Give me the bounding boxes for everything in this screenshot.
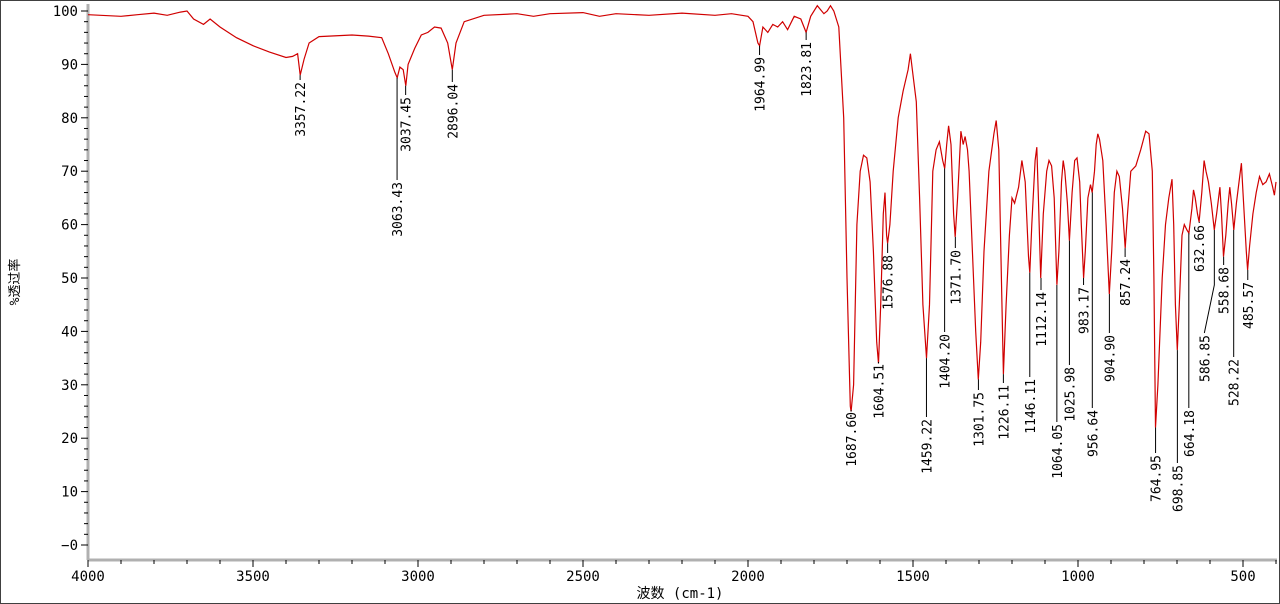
y-tick-label: 90	[61, 57, 78, 73]
peak-label: 632.66	[1193, 225, 1208, 272]
peak-label: 764.95	[1150, 455, 1165, 502]
y-tick-label: 70	[61, 164, 78, 180]
x-tick-label: 3000	[401, 569, 435, 585]
peak-annotation: 1604.51	[873, 362, 888, 419]
peak-annotation: 1146.11	[1024, 272, 1039, 434]
peak-annotation: 764.95	[1150, 427, 1165, 502]
peak-annotation: 1301.75	[972, 379, 987, 447]
y-tick-label: 20	[61, 431, 78, 447]
peak-annotation: 698.85	[1171, 350, 1186, 512]
peak-label: 1823.81	[800, 42, 815, 97]
peak-label: 1226.11	[997, 385, 1012, 440]
spectrum-line	[87, 4, 1277, 428]
x-tick-label: 500	[1230, 569, 1255, 585]
peak-label: 1064.05	[1051, 424, 1066, 479]
peak-annotation: 983.17	[1078, 278, 1093, 334]
peak-annotations: 3357.22 3063.43 3037.45 2896.04 1964.99 1823.…	[294, 32, 1257, 512]
peak-label: 3037.45	[400, 97, 415, 152]
peak-label: 2896.04	[446, 84, 461, 139]
peak-label: 558.68	[1218, 267, 1233, 314]
peak-label: 1459.22	[920, 419, 935, 474]
peak-annotation: 632.66	[1193, 221, 1208, 272]
y-axis-label: %透过率	[7, 259, 23, 306]
y-tick-label: 100	[53, 4, 78, 20]
peak-annotation: 3357.22	[294, 75, 309, 137]
peak-label: 1604.51	[873, 364, 888, 419]
peak-label: 586.85	[1198, 335, 1213, 382]
peak-annotation: 1823.81	[800, 32, 815, 97]
x-tick-label: 4000	[71, 569, 105, 585]
peak-label: 485.57	[1242, 282, 1257, 329]
peak-annotation: 558.68	[1218, 256, 1233, 314]
x-tick-label: 1000	[1061, 569, 1095, 585]
peak-annotation: 956.64	[1086, 192, 1101, 457]
peak-label: 698.85	[1171, 465, 1186, 512]
ticks: 100 90 80 70 60 50 40 30 20 10 −0 4000 3500 3000 2500 2…	[53, 4, 1277, 585]
x-tick-label: 2000	[731, 569, 765, 585]
peak-annotation: 528.22	[1228, 229, 1243, 406]
peak-label: 1146.11	[1024, 379, 1039, 434]
peak-annotation: 1112.14	[1035, 278, 1050, 347]
peak-annotation: 485.57	[1242, 269, 1257, 329]
peak-label: 857.24	[1119, 259, 1134, 306]
peak-annotation: 904.90	[1103, 294, 1118, 382]
peak-label: 1964.99	[754, 57, 769, 112]
peak-label: 1301.75	[972, 392, 987, 447]
peak-leader-line	[1203, 229, 1215, 334]
peak-label: 904.90	[1103, 335, 1118, 382]
peak-annotation: 1025.98	[1063, 240, 1078, 422]
peak-annotation: 664.18	[1183, 233, 1198, 457]
x-tick-label: 2500	[566, 569, 600, 585]
peak-label: 1371.70	[949, 250, 964, 305]
peak-label: 1404.20	[939, 334, 954, 389]
peak-annotation: 1576.88	[882, 243, 897, 310]
peak-label: 3357.22	[294, 82, 309, 137]
x-tick-label: 3500	[236, 569, 270, 585]
peak-annotation: 1404.20	[939, 168, 954, 389]
peak-annotation: 1064.05	[1051, 284, 1066, 479]
peak-annotation: 1371.70	[949, 236, 964, 305]
axes	[86, 4, 1277, 562]
x-tick-label: 1500	[896, 569, 930, 585]
y-tick-label: 30	[61, 378, 78, 394]
peak-annotation: 3063.43	[391, 77, 406, 237]
peak-annotation: 857.24	[1119, 248, 1134, 306]
peak-label: 1112.14	[1035, 292, 1050, 347]
peak-label: 1576.88	[882, 255, 897, 310]
y-tick-label: 10	[61, 485, 78, 501]
peak-label: 983.17	[1078, 287, 1093, 334]
peak-annotation: 1687.60	[845, 410, 860, 467]
peak-label: 956.64	[1086, 410, 1101, 457]
peak-annotation: 3037.45	[400, 85, 415, 152]
y-tick-label: 40	[61, 324, 78, 340]
y-tick-label: 80	[61, 111, 78, 127]
peak-label: 1025.98	[1063, 367, 1078, 422]
y-tick-label: 50	[61, 271, 78, 287]
peak-label: 528.22	[1228, 359, 1243, 406]
x-axis-label: 波数 (cm-1)	[636, 586, 723, 602]
peak-annotation: 586.85	[1198, 229, 1215, 382]
y-tick-label: −0	[61, 538, 78, 554]
y-tick-label: 60	[61, 218, 78, 234]
peak-annotation: 2896.04	[446, 69, 461, 139]
peak-annotation: 1226.11	[997, 374, 1012, 440]
peak-label: 3063.43	[391, 182, 406, 237]
peak-annotation: 1964.99	[754, 45, 769, 112]
peak-label: 1687.60	[845, 412, 860, 467]
peak-annotation: 1459.22	[920, 358, 935, 474]
peak-label: 664.18	[1183, 410, 1198, 457]
